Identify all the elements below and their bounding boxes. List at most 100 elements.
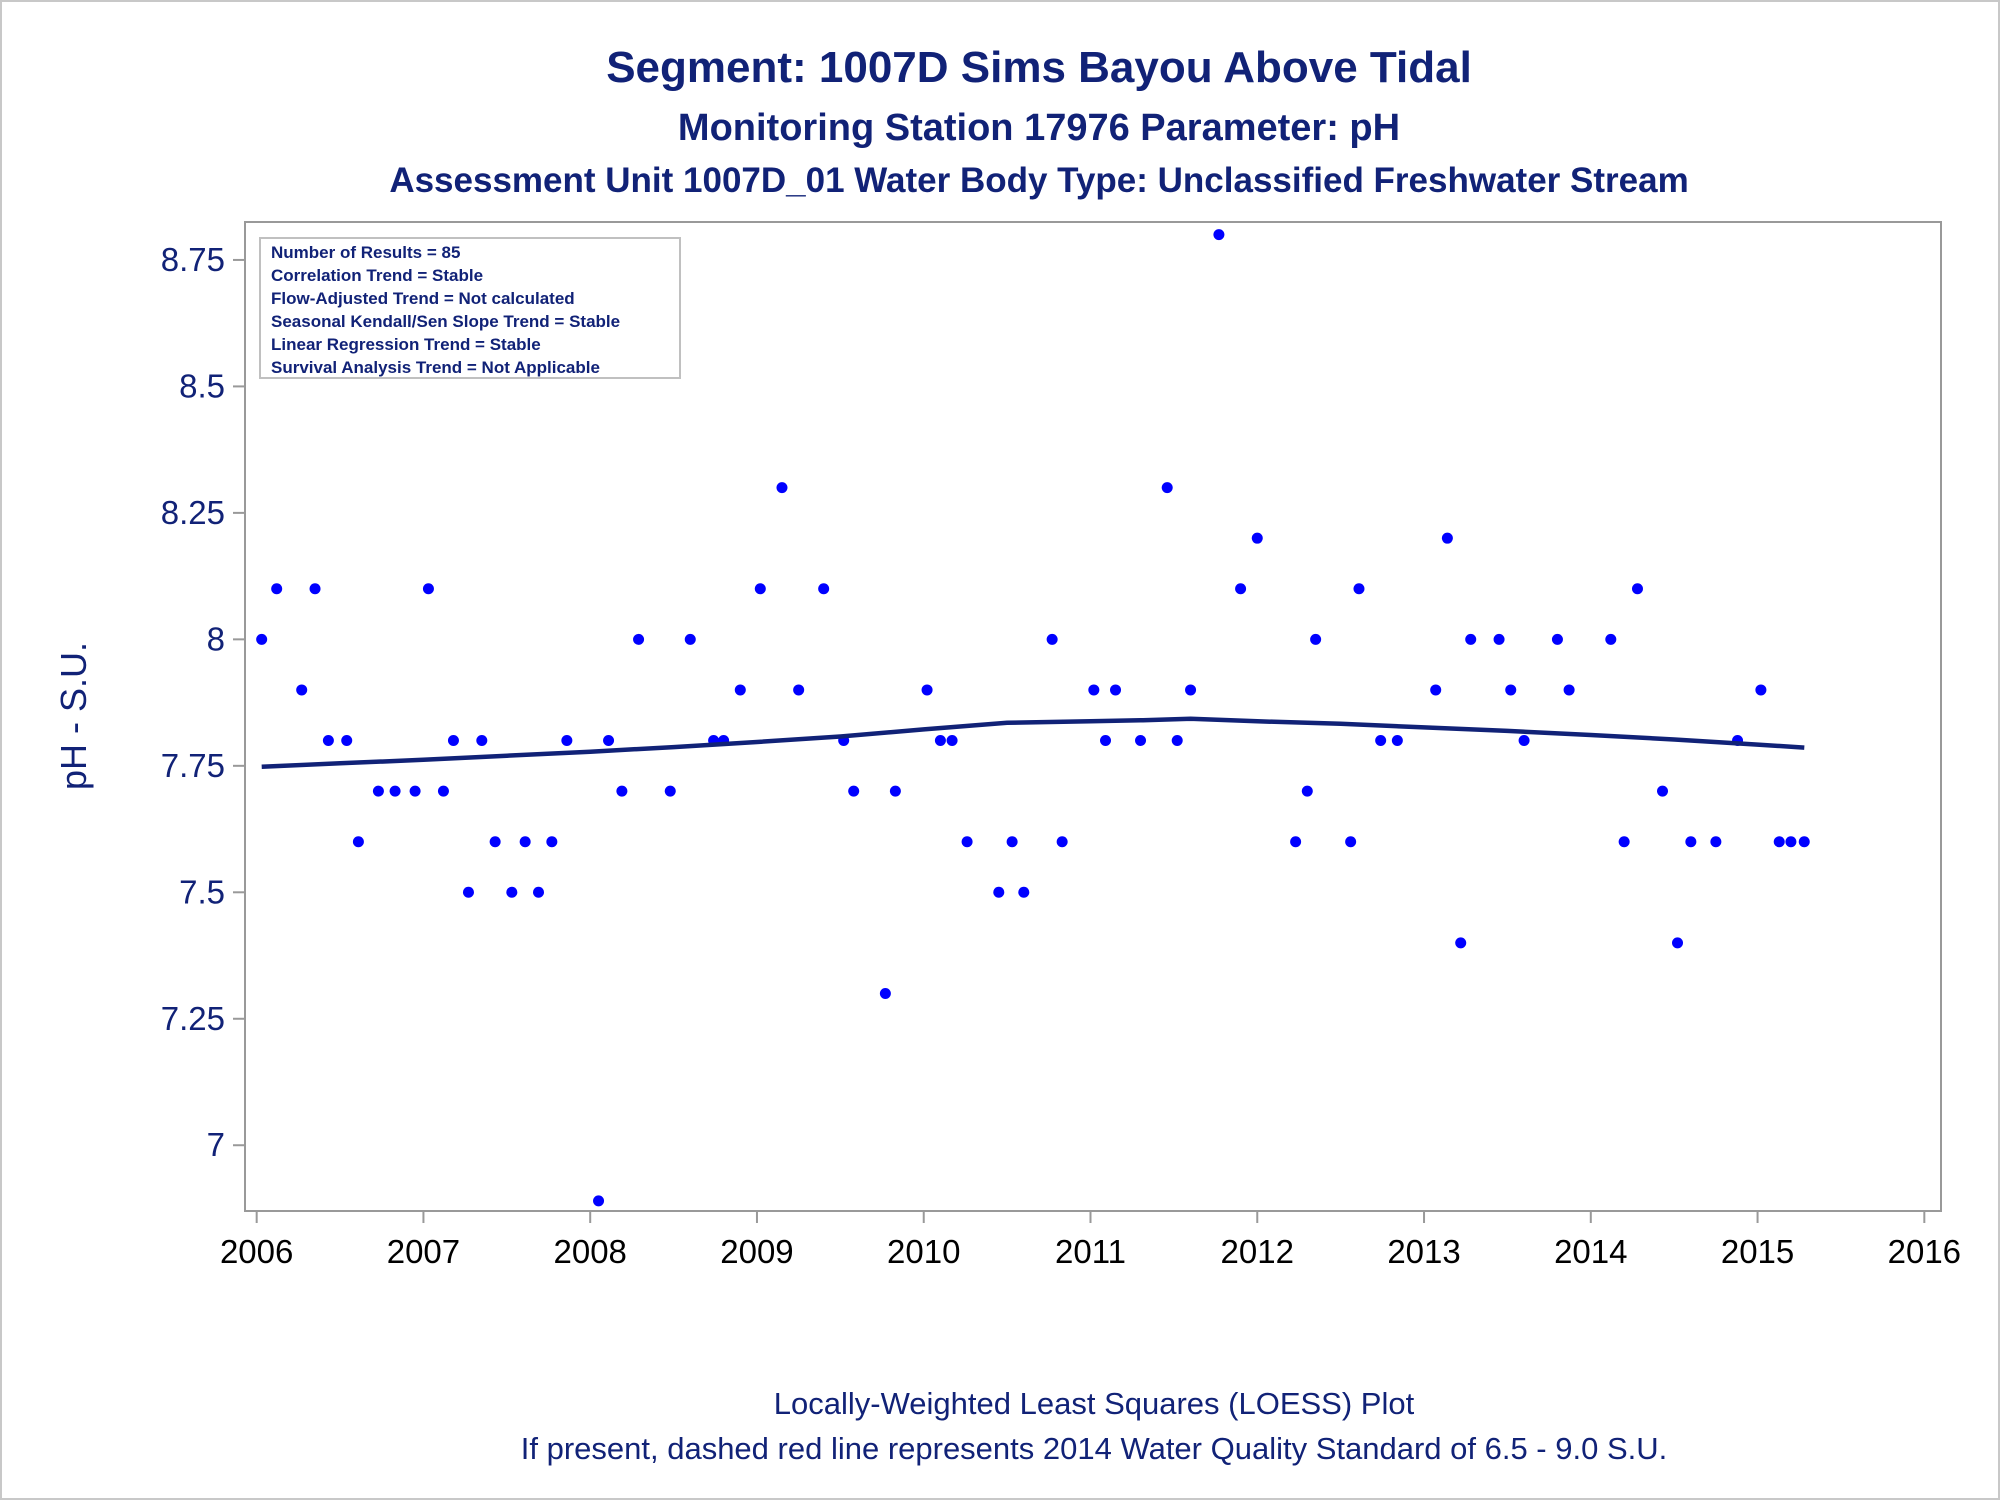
data-point <box>633 633 645 645</box>
x-tick-label: 2007 <box>387 1233 460 1270</box>
data-point <box>1235 583 1247 595</box>
data-point <box>603 735 615 747</box>
data-point <box>546 836 558 848</box>
data-point <box>793 684 805 696</box>
data-point <box>734 684 746 696</box>
y-axis: 7 7.25 7.5 7.75 8 8.25 8.5 8.75 <box>161 241 245 1163</box>
data-point <box>754 583 766 595</box>
y-tick-label: 7.25 <box>161 1000 225 1037</box>
data-point <box>1213 229 1225 241</box>
x-tick-label: 2015 <box>1721 1233 1794 1270</box>
data-point <box>519 836 531 848</box>
x-tick-label: 2009 <box>720 1233 793 1270</box>
data-point <box>296 684 308 696</box>
series-ph-points <box>256 229 1810 1207</box>
x-tick-label: 2010 <box>887 1233 960 1270</box>
chart-title: Segment: 1007D Sims Bayou Above Tidal <box>606 43 1472 92</box>
stats-box: Number of Results = 85 Correlation Trend… <box>259 237 681 379</box>
data-point <box>309 583 321 595</box>
x-axis: 2006 2007 2008 2009 2010 2011 2012 2013 2014 2015… <box>220 1211 1961 1270</box>
footnote-method: Locally-Weighted Least Squares (LOESS) P… <box>774 1386 1415 1421</box>
data-point <box>1056 836 1068 848</box>
y-tick-label: 8.5 <box>179 367 225 404</box>
data-point <box>561 735 573 747</box>
footnote-standard: If present, dashed red line represents 2… <box>521 1431 1668 1466</box>
y-tick-label: 8.25 <box>161 494 225 531</box>
data-point <box>1251 532 1263 544</box>
data-point <box>1798 836 1810 848</box>
data-point <box>1710 836 1722 848</box>
data-point <box>848 785 860 797</box>
data-point <box>422 583 434 595</box>
data-point <box>993 886 1005 898</box>
x-tick-label: 2012 <box>1221 1233 1294 1270</box>
data-point <box>616 785 628 797</box>
data-point <box>1391 735 1403 747</box>
x-tick-label: 2013 <box>1387 1233 1460 1270</box>
data-point <box>1631 583 1643 595</box>
data-point <box>1046 633 1058 645</box>
chart-subtitle-assessment: Assessment Unit 1007D_01 Water Body Type… <box>389 161 1688 200</box>
x-tick-label: 2011 <box>1055 1233 1126 1270</box>
data-point <box>352 836 364 848</box>
stat-number-of-results: Number of Results = 85 <box>271 243 460 262</box>
data-point <box>1773 836 1785 848</box>
data-point <box>341 735 353 747</box>
data-point <box>1018 886 1030 898</box>
data-point <box>447 735 459 747</box>
data-point <box>1605 633 1617 645</box>
data-point <box>1455 937 1467 949</box>
data-point <box>476 735 488 747</box>
data-point <box>1301 785 1313 797</box>
data-point <box>372 785 384 797</box>
data-point <box>593 1195 605 1207</box>
data-point <box>1618 836 1630 848</box>
data-point <box>1135 735 1147 747</box>
data-point <box>889 785 901 797</box>
x-tick-label: 2006 <box>220 1233 293 1270</box>
stat-flow-adjusted-trend: Flow-Adjusted Trend = Not calculated <box>271 289 575 308</box>
data-point <box>1493 633 1505 645</box>
data-point <box>1100 735 1112 747</box>
x-tick-label: 2008 <box>553 1233 626 1270</box>
data-point <box>409 785 421 797</box>
stats-box-frame <box>259 237 681 379</box>
data-point <box>1345 836 1357 848</box>
data-point <box>1563 684 1575 696</box>
data-point <box>1171 735 1183 747</box>
data-point <box>506 886 518 898</box>
data-point <box>818 583 830 595</box>
data-point <box>1551 633 1563 645</box>
data-point <box>1290 836 1302 848</box>
data-point <box>1657 785 1669 797</box>
data-point <box>684 633 696 645</box>
y-tick-label: 7 <box>207 1126 225 1163</box>
y-tick-label: 7.75 <box>161 747 225 784</box>
data-point <box>437 785 449 797</box>
data-point <box>1430 684 1442 696</box>
data-point <box>961 836 973 848</box>
data-point <box>1755 684 1767 696</box>
data-point <box>1672 937 1684 949</box>
data-point <box>256 633 268 645</box>
data-point <box>921 684 933 696</box>
data-point <box>1785 836 1797 848</box>
stat-correlation-trend: Correlation Trend = Stable <box>271 266 483 285</box>
data-point <box>1006 836 1018 848</box>
data-point <box>664 785 676 797</box>
data-point <box>1465 633 1477 645</box>
data-point <box>533 886 545 898</box>
data-point <box>1441 532 1453 544</box>
data-point <box>1088 684 1100 696</box>
data-point <box>1310 633 1322 645</box>
chart-subtitle-station: Monitoring Station 17976 Parameter: pH <box>678 107 1400 149</box>
data-point <box>1185 684 1197 696</box>
data-point <box>1518 735 1530 747</box>
x-tick-label: 2016 <box>1888 1233 1961 1270</box>
data-point <box>1353 583 1365 595</box>
data-point <box>946 735 958 747</box>
data-point <box>1161 482 1173 494</box>
data-point <box>1685 836 1697 848</box>
